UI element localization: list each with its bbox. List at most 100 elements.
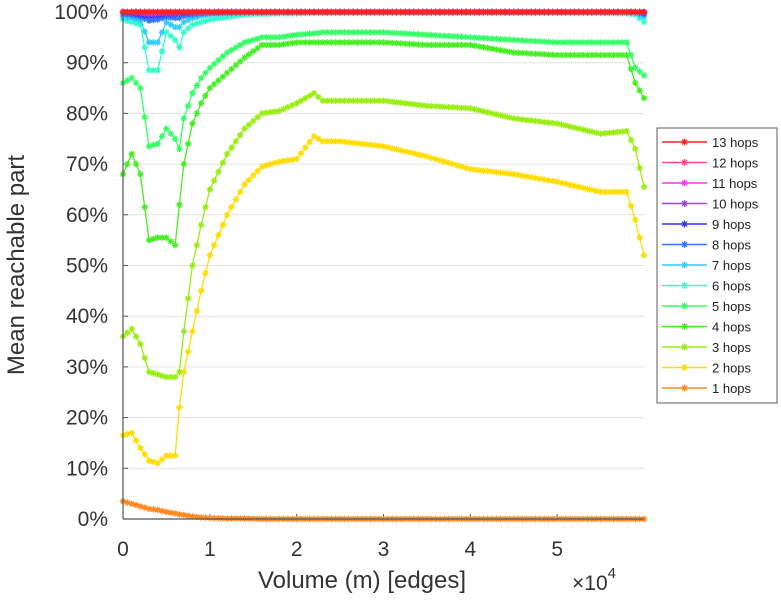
data-point-marker [284, 103, 292, 111]
data-point-marker [506, 48, 513, 55]
data-point-marker [510, 49, 517, 56]
data-point-marker [336, 97, 344, 104]
data-point-marker [436, 8, 444, 16]
data-point-marker [206, 84, 214, 92]
data-point-marker [154, 67, 161, 74]
legend-item: 4 hops [662, 320, 752, 335]
data-point-marker [614, 188, 622, 196]
data-point-marker [154, 8, 161, 16]
data-point-marker [540, 176, 548, 183]
data-point-marker [276, 8, 283, 16]
data-point-marker [202, 8, 209, 16]
data-point-marker [302, 30, 309, 38]
data-point-marker [410, 150, 418, 157]
data-point-marker [558, 51, 565, 59]
data-point-marker [224, 13, 231, 21]
data-point-marker [384, 39, 392, 46]
data-point-marker [388, 29, 396, 36]
y-tick-label: 40% [66, 305, 108, 328]
data-point-marker [632, 8, 639, 16]
data-point-marker [584, 127, 591, 134]
data-point-marker [367, 97, 374, 104]
data-point-marker [354, 29, 361, 36]
data-point-marker [163, 452, 170, 459]
data-point-marker [128, 150, 135, 158]
data-point-marker [302, 94, 309, 102]
data-point-marker [332, 29, 339, 36]
data-point-marker [250, 48, 257, 55]
data-point-marker [527, 174, 535, 181]
data-point-marker [627, 51, 635, 59]
legend-item: 3 hops [662, 340, 752, 355]
data-point-marker [154, 234, 161, 241]
data-point-marker [137, 84, 144, 92]
data-point-marker [171, 510, 179, 517]
data-point-marker [293, 8, 300, 16]
data-point-marker [619, 51, 626, 59]
data-point-marker [562, 180, 570, 188]
data-point-marker [623, 51, 630, 59]
data-point-marker [475, 34, 483, 42]
data-point-marker [436, 41, 444, 49]
data-point-marker [154, 460, 161, 467]
data-point-marker [501, 170, 509, 177]
data-point-marker [358, 29, 365, 36]
series-line [122, 92, 645, 378]
data-point-marker [202, 69, 209, 77]
legend-marker-icon [681, 384, 688, 392]
data-point-marker [536, 50, 543, 58]
data-point-marker [189, 8, 196, 16]
data-point-marker [462, 33, 470, 41]
data-point-marker [497, 169, 504, 176]
data-point-marker [501, 113, 509, 120]
data-point-marker [571, 8, 578, 16]
data-point-marker [328, 39, 335, 46]
y-axis-label: Mean reachable part [3, 155, 30, 375]
data-point-marker [215, 231, 222, 239]
data-point-marker [184, 295, 192, 302]
data-point-marker [636, 15, 643, 22]
data-point-marker [319, 138, 326, 145]
data-point-marker [597, 51, 604, 59]
data-point-marker [284, 157, 292, 164]
data-point-marker [532, 37, 539, 45]
data-point-marker [436, 32, 444, 39]
data-point-marker [145, 8, 153, 16]
data-point-marker [423, 8, 431, 16]
data-point-marker [180, 115, 187, 122]
data-point-marker [228, 8, 235, 16]
data-point-marker [571, 51, 578, 59]
legend: 13 hops 12 hops 11 hops 10 hops 9 hops 8 hops… [656, 127, 778, 404]
data-point-marker [167, 509, 174, 516]
data-point-marker [250, 8, 257, 16]
data-point-marker [180, 8, 187, 16]
data-point-marker [597, 8, 604, 16]
data-point-marker [610, 188, 617, 196]
data-point-marker [193, 20, 201, 27]
data-point-marker [415, 41, 422, 48]
data-point-marker [623, 188, 630, 196]
data-point-marker [341, 138, 348, 145]
data-point-marker [184, 16, 192, 24]
data-point-marker [514, 49, 522, 57]
data-point-marker [384, 8, 392, 16]
series-2-hops [119, 133, 648, 467]
data-point-marker [202, 17, 209, 25]
data-point-marker [428, 31, 435, 39]
data-point-marker [167, 238, 174, 245]
data-point-marker [449, 33, 457, 40]
data-point-marker [358, 8, 365, 16]
x-tick-label: 1 [204, 538, 216, 561]
data-point-marker [454, 8, 461, 16]
data-point-marker [636, 164, 643, 172]
data-point-marker [345, 39, 352, 46]
data-point-marker [163, 234, 170, 241]
data-point-marker [375, 8, 383, 16]
data-point-marker [393, 146, 400, 153]
data-point-marker [180, 328, 187, 335]
data-point-marker [128, 429, 135, 437]
data-point-marker [410, 40, 418, 48]
data-point-marker [341, 39, 348, 46]
data-point-marker [254, 35, 261, 42]
